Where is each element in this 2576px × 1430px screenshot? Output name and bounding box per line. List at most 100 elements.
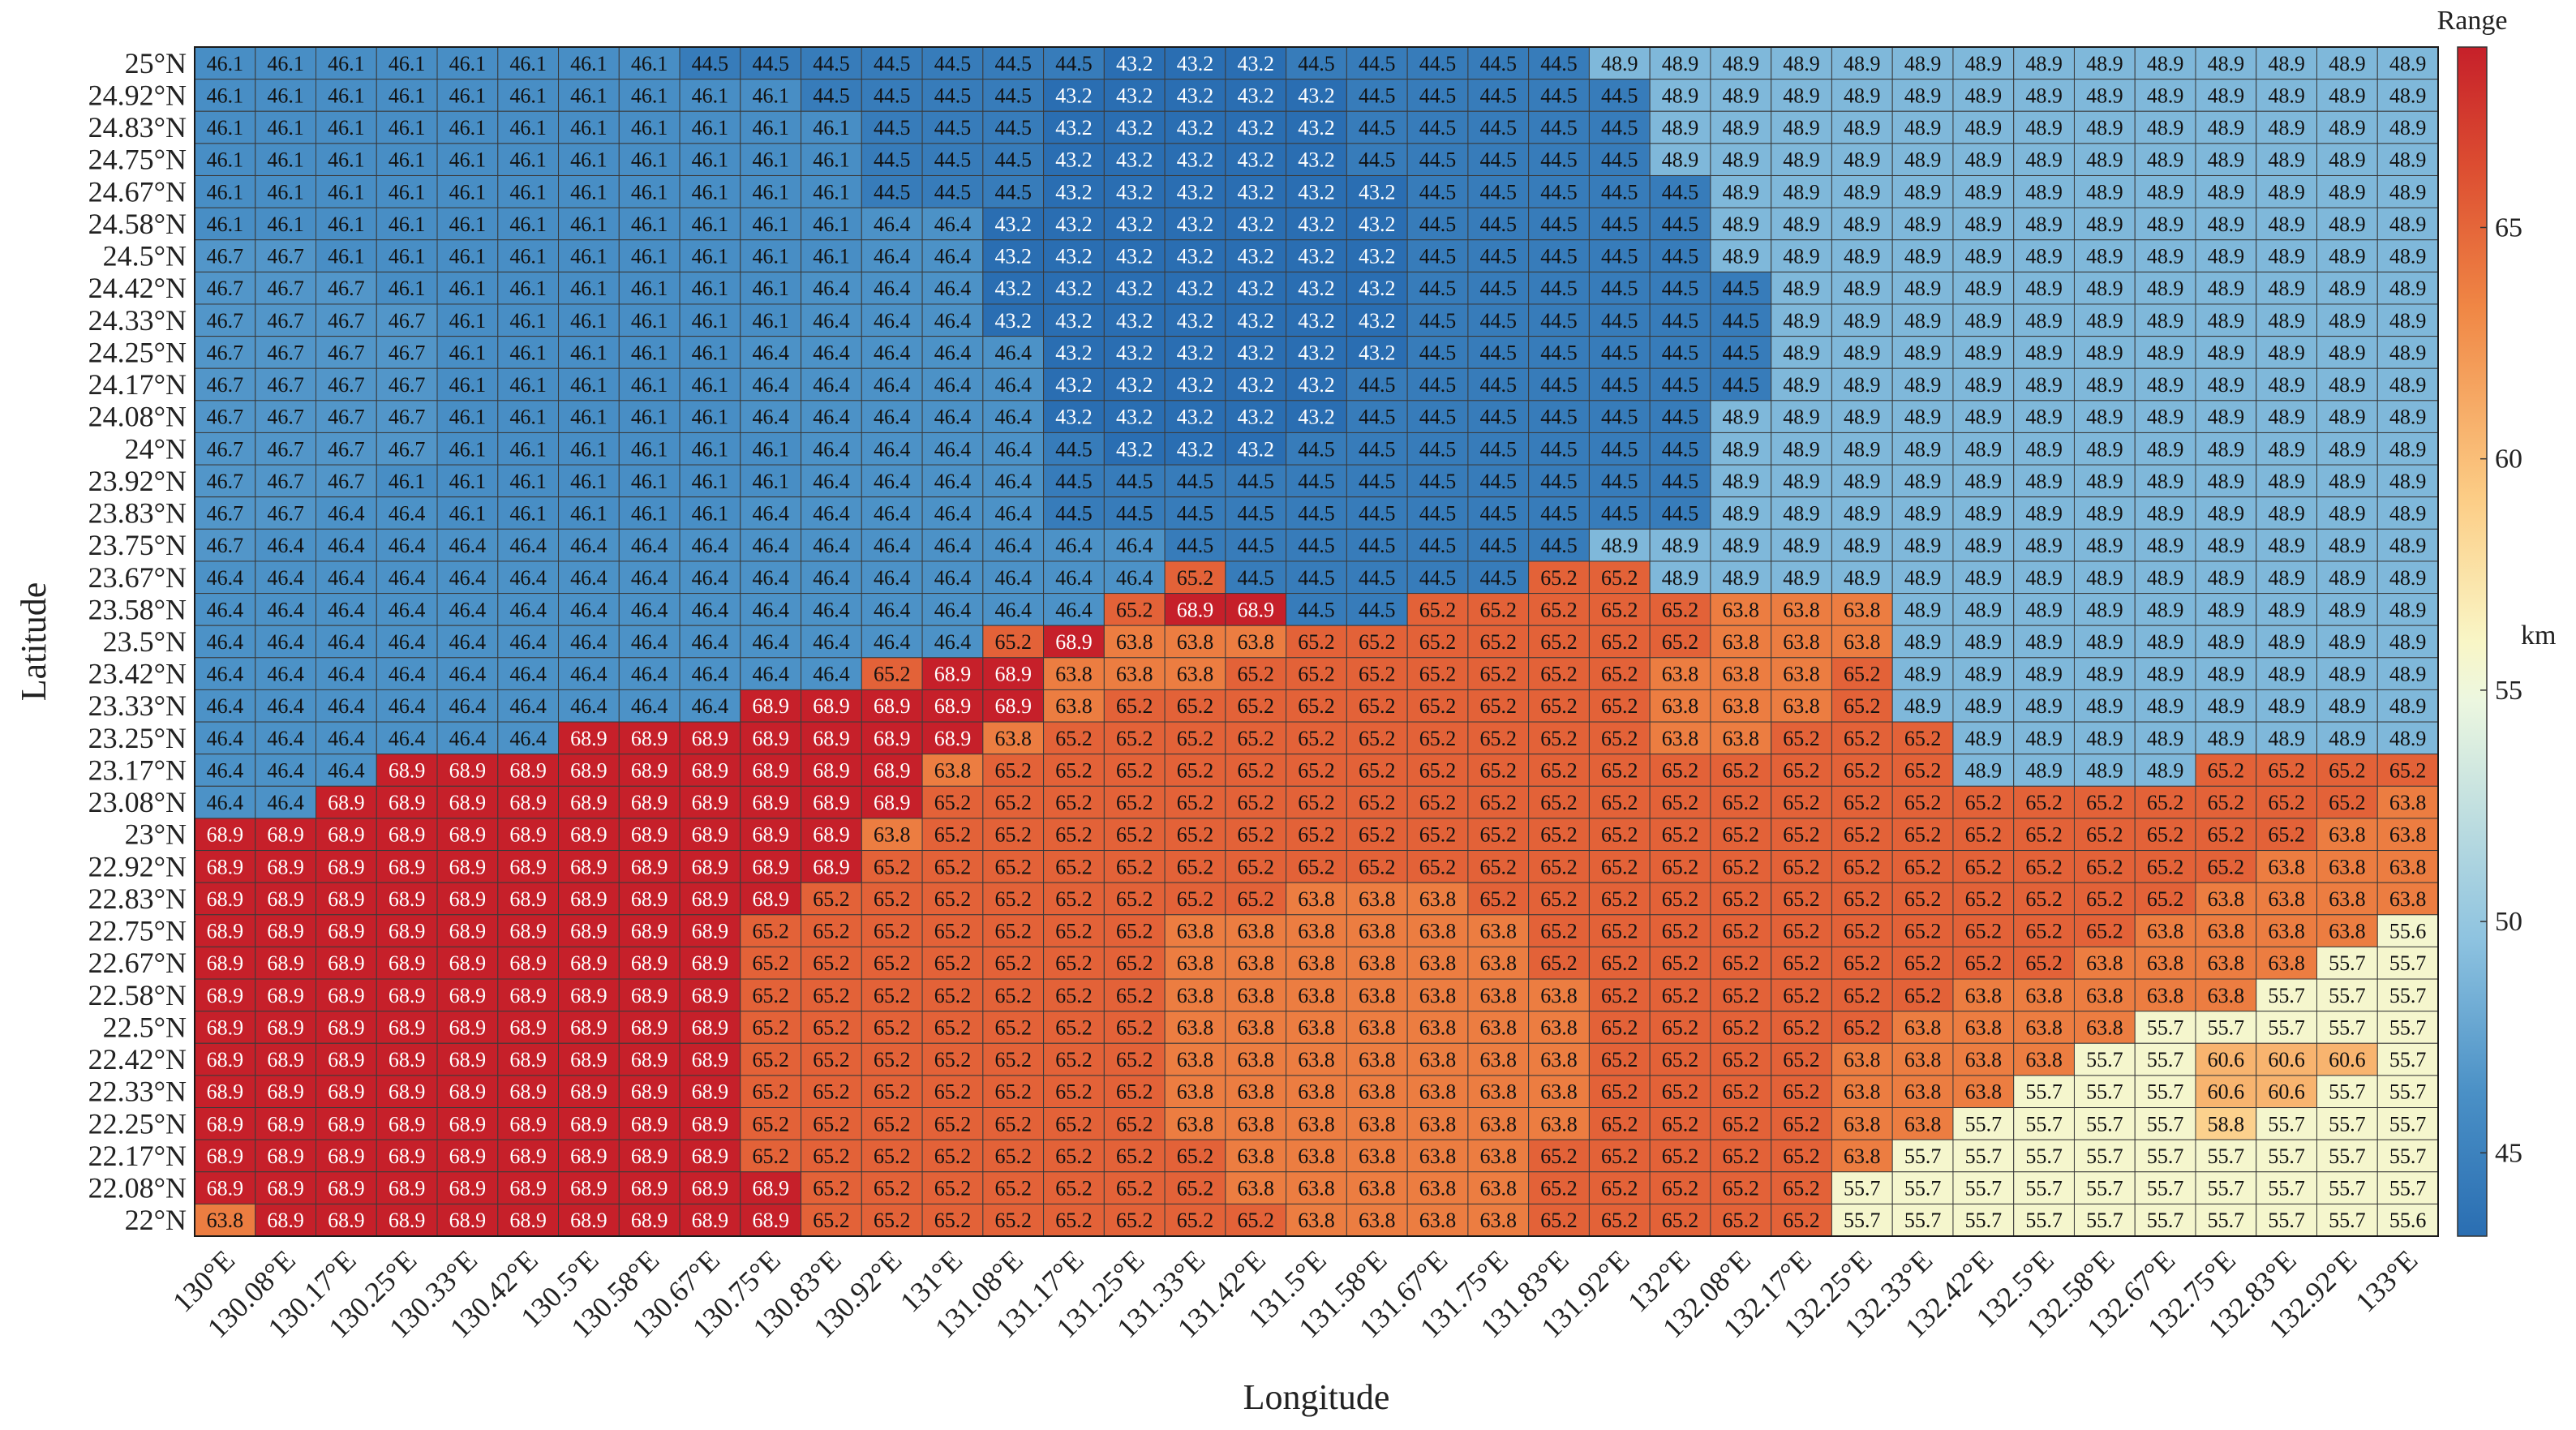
cell-value-label: 68.9 <box>267 1016 304 1039</box>
heatmap-cell <box>194 336 256 369</box>
cell-value-label: 63.8 <box>1540 1080 1578 1104</box>
heatmap-cell <box>255 110 317 144</box>
cell-value-label: 65.2 <box>1480 887 1518 911</box>
cell-value-label: 55.7 <box>2329 984 2366 1007</box>
heatmap-cell <box>1831 207 1893 241</box>
cell-value-label: 48.9 <box>1904 694 1942 718</box>
cell-value-label: 65.2 <box>1480 727 1518 750</box>
cell-value-label: 46.4 <box>449 630 487 654</box>
cell-value-label: 43.2 <box>1116 341 1153 364</box>
cell-value-label: 65.2 <box>874 663 911 686</box>
cell-value-label: 63.8 <box>1359 1209 1396 1232</box>
y-tick-label: 22.5°N <box>103 1011 187 1043</box>
heatmap-cell <box>1225 303 1287 337</box>
cell-value-label: 48.9 <box>2208 406 2245 429</box>
cell-value-label: 65.2 <box>1662 887 1699 911</box>
cell-value-label: 63.8 <box>1359 1144 1396 1168</box>
cell-value-label: 46.4 <box>994 373 1032 397</box>
cell-value-label: 46.1 <box>752 84 789 107</box>
cell-value-label: 46.1 <box>692 180 729 204</box>
cell-value-label: 68.9 <box>692 920 729 943</box>
cell-value-label: 44.5 <box>813 52 850 75</box>
cell-value-label: 44.5 <box>1662 502 1699 526</box>
cell-value-label: 44.5 <box>1298 470 1335 493</box>
cell-value-label: 63.8 <box>1419 1112 1457 1136</box>
cell-value-label: 46.1 <box>570 84 608 107</box>
cell-value-label: 48.9 <box>1783 245 1820 268</box>
cell-value-label: 46.4 <box>631 598 668 621</box>
cell-value-label: 68.9 <box>267 1177 304 1200</box>
cell-value-label: 68.9 <box>207 1048 244 1071</box>
cell-value-label: 65.2 <box>1723 1209 1760 1232</box>
cell-value-label: 46.1 <box>631 373 668 397</box>
colorbar-title: Range <box>2437 6 2508 36</box>
cell-value-label: 48.9 <box>2086 406 2123 429</box>
cell-value-label: 65.2 <box>1844 1016 1881 1039</box>
heatmap-cell <box>2013 174 2075 208</box>
cell-value-label: 46.4 <box>874 534 911 557</box>
heatmap-cell <box>1831 46 1893 80</box>
cell-value-label: 48.9 <box>2025 277 2063 300</box>
cell-value-label: 43.2 <box>1237 437 1274 461</box>
cell-value-label: 46.1 <box>267 52 304 75</box>
cell-value-label: 48.9 <box>2329 663 2366 686</box>
heatmap-cell <box>921 110 984 144</box>
heatmap-cell <box>1771 174 1832 208</box>
cell-value-label: 48.9 <box>2025 341 2063 364</box>
heatmap-cell <box>558 239 620 273</box>
cell-value-label: 46.1 <box>570 116 608 140</box>
cell-value-label: 68.9 <box>207 1112 244 1136</box>
cell-value-label: 44.5 <box>1480 180 1518 204</box>
cell-value-label: 65.2 <box>994 630 1032 654</box>
cell-value-label: 68.9 <box>570 1016 608 1039</box>
cell-value-label: 63.8 <box>2329 855 2366 878</box>
cell-value-label: 65.2 <box>1662 598 1699 621</box>
cell-value-label: 43.2 <box>994 213 1032 236</box>
cell-value-label: 65.2 <box>1844 791 1881 814</box>
cell-value-label: 48.9 <box>1783 373 1820 397</box>
cell-value-label: 63.8 <box>1237 951 1274 975</box>
cell-value-label: 63.8 <box>1419 1177 1457 1200</box>
cell-value-label: 63.8 <box>1177 920 1214 943</box>
cell-value-label: 44.5 <box>1662 245 1699 268</box>
cell-value-label: 43.2 <box>1298 84 1335 107</box>
cell-value-label: 65.2 <box>1298 663 1335 686</box>
heatmap-cell <box>1771 239 1832 273</box>
heatmap-cell <box>1952 303 2015 337</box>
cell-value-label: 44.5 <box>1298 52 1335 75</box>
heatmap-cell <box>1225 336 1287 369</box>
cell-value-label: 65.2 <box>1662 855 1699 878</box>
cell-value-label: 63.8 <box>1480 1016 1518 1039</box>
cell-value-label: 48.9 <box>1844 84 1881 107</box>
heatmap-cell <box>1528 143 1590 176</box>
cell-value-label: 48.9 <box>2329 309 2366 333</box>
heatmap-cell <box>982 207 1045 241</box>
cell-value-label: 68.9 <box>449 855 487 878</box>
cell-value-label: 48.9 <box>2208 437 2245 461</box>
cell-value-label: 43.2 <box>1359 213 1396 236</box>
cell-value-label: 65.2 <box>1116 823 1153 847</box>
cell-value-label: 48.9 <box>2389 309 2427 333</box>
cell-value-label: 65.2 <box>1237 694 1274 718</box>
heatmap-cell <box>1225 143 1287 176</box>
cell-value-label: 63.8 <box>1419 887 1457 911</box>
cell-value-label: 55.7 <box>1904 1144 1942 1168</box>
cell-value-label: 63.8 <box>1359 1177 1396 1200</box>
cell-value-label: 48.9 <box>2025 84 2063 107</box>
cell-value-label: 65.2 <box>1055 1048 1093 1071</box>
cell-value-label: 65.2 <box>934 791 972 814</box>
cell-value-label: 65.2 <box>1540 920 1578 943</box>
cell-value-label: 46.7 <box>328 406 365 429</box>
cell-value-label: 68.9 <box>570 823 608 847</box>
cell-value-label: 63.8 <box>1177 1080 1214 1104</box>
cell-value-label: 43.2 <box>1177 148 1214 172</box>
y-tick-label: 23.33°N <box>88 689 187 722</box>
cell-value-label: 46.4 <box>267 598 304 621</box>
cell-value-label: 65.2 <box>1601 1080 1638 1104</box>
cell-value-label: 46.4 <box>449 598 487 621</box>
cell-value-label: 44.5 <box>1359 437 1396 461</box>
cell-value-label: 65.2 <box>1116 951 1153 975</box>
cell-value-label: 65.2 <box>1965 951 2003 975</box>
cell-value-label: 46.1 <box>631 52 668 75</box>
cell-value-label: 48.9 <box>1783 566 1820 590</box>
